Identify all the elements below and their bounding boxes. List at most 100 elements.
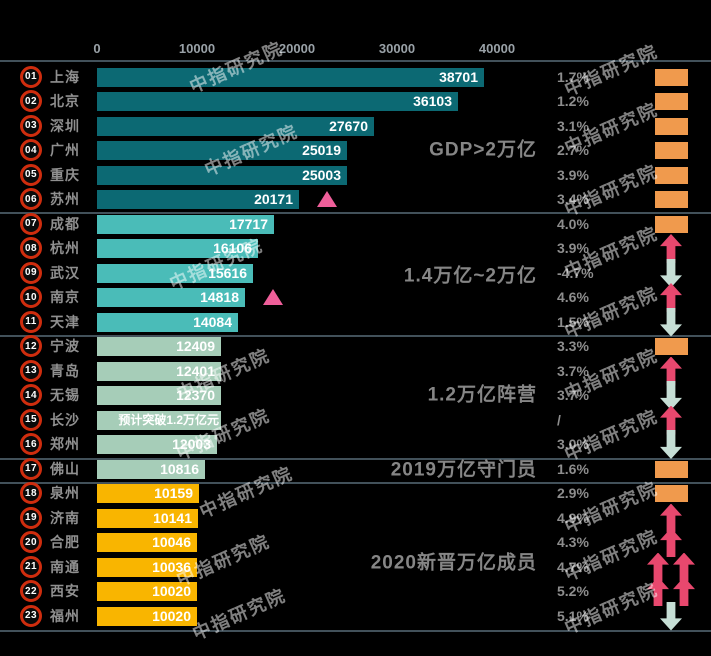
gdp-bar: 25003 (97, 165, 347, 185)
rank-badge: 21 (20, 555, 42, 578)
gdp-bar: 25019 (97, 141, 347, 160)
rank-badge: 12 (20, 335, 42, 357)
growth-label: 5.1% (557, 607, 589, 624)
rank-number: 12 (24, 340, 38, 352)
rank-badge: 17 (20, 457, 42, 480)
growth-label: 2.7% (557, 142, 589, 158)
gdp-bar: 12409 (97, 337, 221, 356)
gdp-bar: 17717 (97, 214, 274, 234)
growth-label: 4.6% (557, 289, 589, 305)
trend-indicator (641, 160, 701, 191)
gdp-bar: 预计突破1.2万亿元 (97, 410, 221, 430)
no-change-icon (654, 191, 688, 208)
gdp-value-label: 14818 (200, 289, 239, 305)
city-row: 17 佛山 10816 1.6% (0, 457, 711, 480)
trend-indicator (641, 282, 701, 313)
gdp-value-label: 12409 (176, 338, 215, 354)
trend-indicator (641, 307, 701, 338)
city-label: 青岛 (50, 362, 80, 379)
city-row: 19 济南 10141 4.9% (0, 503, 711, 533)
rank-number: 01 (24, 71, 38, 82)
gdp-value-label: 10141 (153, 509, 192, 526)
axis-tick-label: 0 (93, 41, 101, 56)
growth-label: 1.6% (557, 460, 589, 477)
rank-number: 15 (24, 414, 38, 425)
trend-indicator (641, 62, 701, 93)
gdp-value-label: 14084 (193, 313, 232, 330)
no-change-icon (654, 142, 688, 159)
no-change-icon (654, 166, 688, 184)
rank-badge: 04 (20, 139, 42, 161)
rank-badge: 19 (20, 506, 42, 529)
trend-indicator (641, 356, 701, 387)
gdp-bar: 14818 (97, 288, 245, 307)
rank-number: 03 (24, 120, 38, 131)
city-row: 10 南京 14818 4.6% (0, 283, 711, 312)
city-row: 08 杭州 16106 3.9% (0, 234, 711, 263)
gdp-bar: 10159 (97, 484, 199, 503)
gdp-value-label: 12370 (176, 387, 215, 403)
trend-indicator (641, 454, 701, 485)
down-arrow-icon (660, 601, 682, 631)
rank-badge: 15 (20, 408, 42, 431)
rank-number: 23 (24, 610, 38, 621)
gdp-bar: 10046 (97, 533, 197, 552)
no-change-icon (654, 460, 688, 478)
gdp-bar: 10020 (97, 606, 197, 626)
growth-label: 2.9% (557, 485, 589, 501)
rank-badge: 09 (20, 261, 42, 284)
rank-badge: 22 (20, 580, 42, 602)
growth-label: 4.7% (557, 558, 589, 575)
gdp-bar: 36103 (97, 92, 458, 111)
gdp-value-label: 25019 (302, 142, 341, 158)
city-label: 天津 (50, 313, 80, 330)
gdp-bar: 12003 (97, 435, 217, 454)
rank-number: 21 (24, 561, 38, 572)
gdp-value-label: 27670 (329, 117, 368, 134)
gdp-value-label: 预计突破1.2万亿元 (118, 412, 219, 427)
rank-badge: 05 (20, 163, 42, 186)
city-row: 03 深圳 27670 3.1% (0, 114, 711, 137)
city-label: 重庆 (50, 166, 80, 183)
rank-badge: 08 (20, 237, 42, 259)
rank-number: 13 (24, 365, 38, 376)
city-row: 14 无锡 12370 3.7% (0, 381, 711, 410)
growth-label: 4.0% (557, 215, 589, 232)
growth-label: 3.4% (557, 191, 589, 207)
city-label: 济南 (50, 509, 80, 526)
rank-number: 22 (24, 585, 38, 597)
city-label: 合肥 (50, 534, 80, 550)
city-label: 南通 (50, 558, 80, 575)
city-label: 郑州 (50, 436, 80, 452)
city-row: 04 广州 25019 2.7% (0, 139, 711, 161)
rank-badge: 11 (20, 310, 42, 333)
gdp-bar: 10020 (97, 582, 197, 601)
rank-number: 20 (24, 536, 38, 548)
trend-indicator (641, 576, 701, 607)
growth-label: 5.2% (557, 583, 589, 599)
gdp-bar: 10141 (97, 508, 198, 528)
city-row: 16 郑州 12003 3.0% (0, 430, 711, 459)
gdp-bar: 38701 (97, 67, 484, 87)
axis-tick-label: 20000 (278, 41, 316, 56)
trend-indicator (641, 527, 701, 558)
gdp-value-label: 10816 (160, 460, 199, 477)
gdp-value-label: 12003 (172, 436, 211, 452)
growth-label: / (557, 411, 561, 428)
city-label: 泉州 (50, 485, 80, 501)
axis-tick-label: 30000 (378, 41, 416, 56)
rank-badge: 06 (20, 188, 42, 210)
separator-line (0, 629, 711, 632)
gdp-value-label: 10159 (154, 485, 193, 501)
city-row: 02 北京 36103 1.2% (0, 90, 711, 112)
city-label: 福州 (50, 607, 80, 624)
gdp-value-label: 25003 (302, 166, 341, 183)
no-change-icon (654, 93, 688, 110)
trend-indicator (641, 478, 701, 509)
trend-indicator (641, 86, 701, 117)
growth-label: 4.9% (557, 509, 589, 526)
gdp-value-label: 10046 (152, 534, 191, 550)
trend-indicator (641, 601, 701, 632)
city-label: 武汉 (50, 264, 80, 281)
